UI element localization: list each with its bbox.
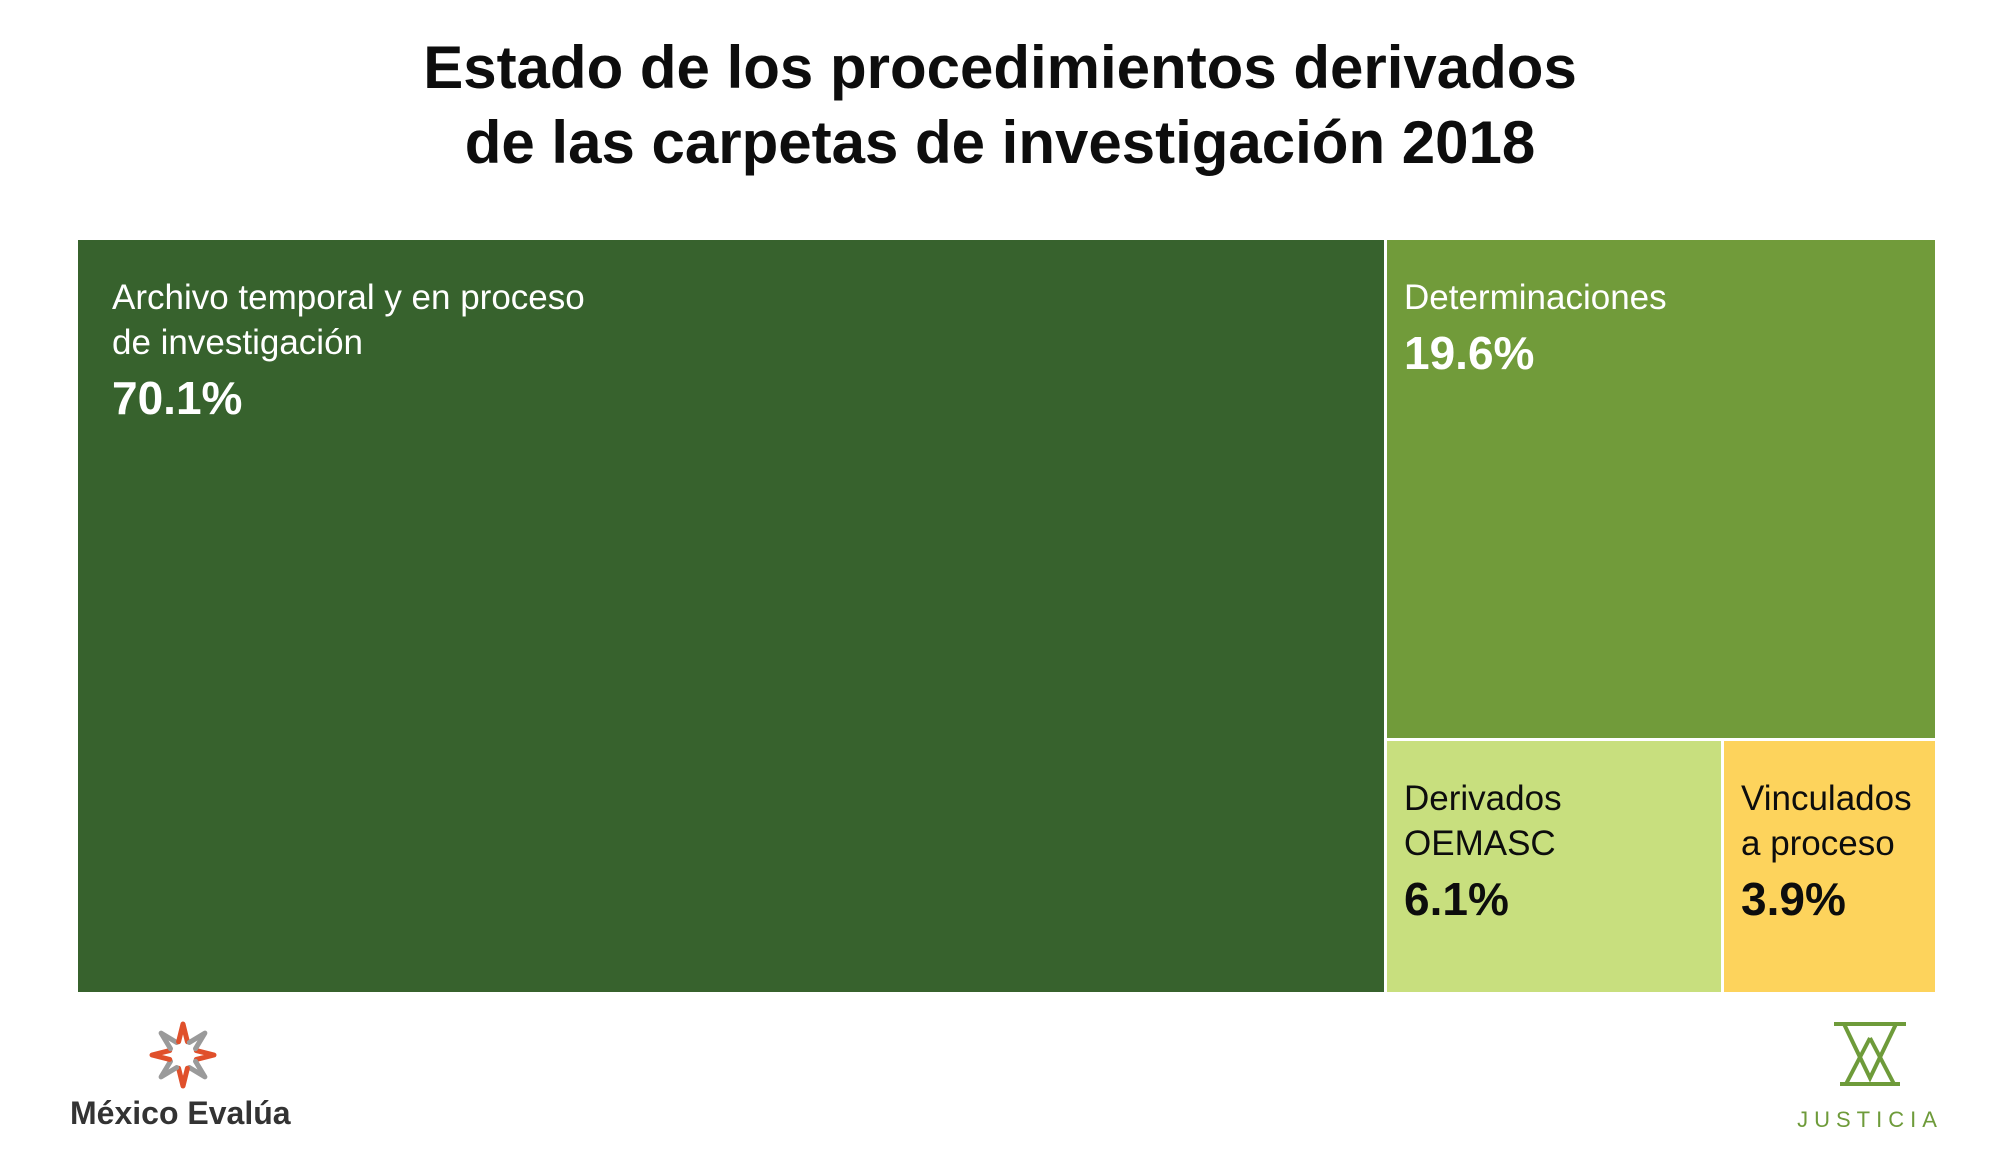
treemap-tile-derivados-oemasc: Derivados OEMASC 6.1% <box>1387 741 1721 992</box>
tile-label: Determinaciones <box>1404 278 1667 317</box>
treemap-tile-determinaciones: Determinaciones 19.6% <box>1387 240 1935 738</box>
tile-value: 3.9% <box>1741 873 1846 925</box>
star-burst-icon <box>149 1021 217 1089</box>
justice-triangle-icon <box>1834 1022 1906 1086</box>
chart-title: Estado de los procedimientos derivados d… <box>0 30 2000 180</box>
tile-value: 6.1% <box>1404 873 1509 925</box>
tile-label: Derivados OEMASC <box>1404 779 1562 863</box>
tile-label: Vinculados a proceso <box>1741 779 1912 863</box>
mexico-evalua-logo: México Evalúa <box>70 1020 310 1140</box>
treemap: Archivo temporal y en proceso de investi… <box>78 240 1935 992</box>
treemap-tile-archivo-temporal: Archivo temporal y en proceso de investi… <box>78 240 1384 992</box>
tile-value: 19.6% <box>1404 327 1535 379</box>
treemap-tile-vinculados-a-proceso: Vinculados a proceso 3.9% <box>1724 741 1935 992</box>
tile-label: Archivo temporal y en proceso de investi… <box>112 278 585 362</box>
chart-title-line-1: Estado de los procedimientos derivados <box>423 34 1577 101</box>
justicia-wordmark: JUSTICIA <box>1797 1107 1943 1132</box>
mexico-evalua-wordmark: México Evalúa <box>70 1095 291 1131</box>
tile-value: 70.1% <box>112 372 243 424</box>
chart-title-line-2: de las carpetas de investigación 2018 <box>464 109 1536 176</box>
justicia-logo: JUSTICIA <box>1790 1015 1950 1145</box>
